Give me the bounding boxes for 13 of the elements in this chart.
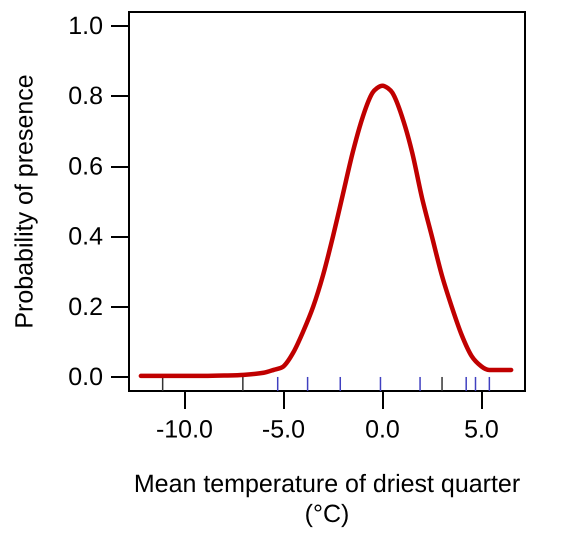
y-tick-label: 1.0 [68, 12, 103, 40]
y-tick-label: 0.0 [68, 362, 103, 391]
y-tick-label: 0.6 [68, 152, 103, 180]
y-axis-title: Probability of presence [10, 74, 38, 329]
x-tick-label: -5.0 [262, 416, 305, 444]
x-tick-label: 5.0 [464, 416, 499, 444]
x-axis-title: Mean temperature of driest quarter (°C) [134, 470, 520, 528]
y-tick-label: 0.4 [68, 222, 104, 251]
y-tick-label: 0.8 [68, 82, 103, 110]
x-tick-label: -10.0 [156, 416, 213, 444]
x-tick-label: 0.0 [365, 416, 400, 444]
y-tick-label: 0.2 [68, 292, 103, 321]
line-series [138, 83, 514, 378]
